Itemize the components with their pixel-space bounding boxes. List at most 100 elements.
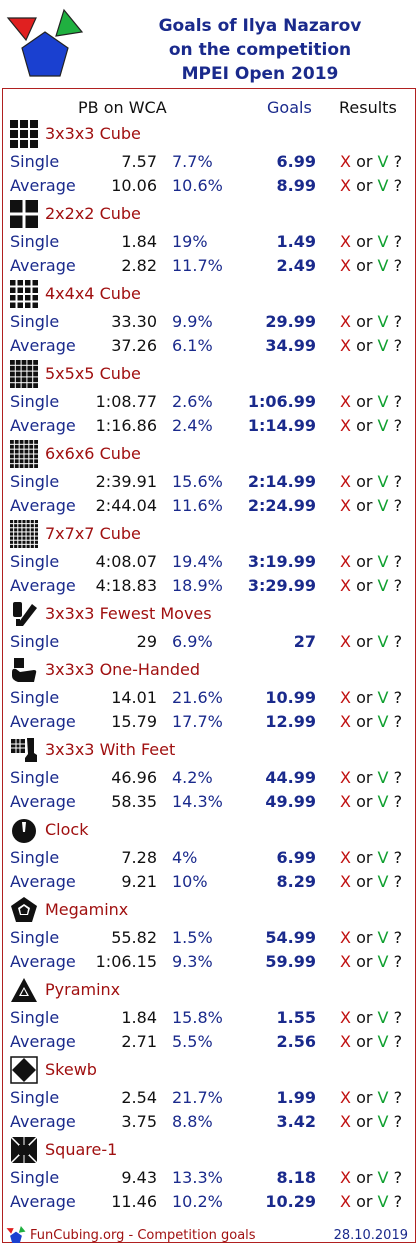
result-question: ? xyxy=(393,1168,403,1187)
row-result: X or V ? xyxy=(340,472,402,491)
result-v-mark: V xyxy=(377,952,389,971)
row-goal: 34.99 xyxy=(265,336,316,355)
result-x-mark: X xyxy=(340,256,351,275)
row-goal: 2:24.99 xyxy=(247,496,316,515)
result-row: Single 4:08.07 19.4% 3:19.99 X or V ? xyxy=(0,550,420,574)
row-goal: 49.99 xyxy=(265,792,316,811)
row-pb: 55.82 xyxy=(111,928,157,947)
row-goal: 1.99 xyxy=(276,1088,316,1107)
result-row: Single 55.82 1.5% 54.99 X or V ? xyxy=(0,926,420,950)
result-v-mark: V xyxy=(377,688,389,707)
result-or: or xyxy=(356,1112,373,1131)
row-percent: 4% xyxy=(172,848,198,867)
event-name: 2x2x2 Cube xyxy=(45,204,141,223)
row-result: X or V ? xyxy=(340,552,402,571)
event-block: Square-1 Single 9.43 13.3% 8.18 X or V ? Avera… xyxy=(0,1134,420,1214)
row-goal: 2.49 xyxy=(276,256,316,275)
row-type: Average xyxy=(10,336,76,355)
event-header: Square-1 xyxy=(0,1134,420,1166)
row-pb: 9.43 xyxy=(121,1168,157,1187)
row-type: Single xyxy=(10,1088,60,1107)
row-pb: 1:08.77 xyxy=(95,392,157,411)
row-goal: 29.99 xyxy=(265,312,316,331)
result-row: Single 14.01 21.6% 10.99 X or V ? xyxy=(0,686,420,710)
row-goal: 8.29 xyxy=(276,872,316,891)
row-type: Average xyxy=(10,576,76,595)
row-goal: 10.29 xyxy=(265,1192,316,1211)
row-percent: 10% xyxy=(172,872,208,891)
result-v-mark: V xyxy=(377,312,389,331)
row-percent: 2.6% xyxy=(172,392,213,411)
row-goal: 44.99 xyxy=(265,768,316,787)
row-result: X or V ? xyxy=(340,336,402,355)
row-percent: 15.6% xyxy=(172,472,223,491)
result-question: ? xyxy=(393,768,403,787)
result-x-mark: X xyxy=(340,552,351,571)
row-goal: 54.99 xyxy=(265,928,316,947)
result-row: Average 37.26 6.1% 34.99 X or V ? xyxy=(0,334,420,358)
result-row: Single 46.96 4.2% 44.99 X or V ? xyxy=(0,766,420,790)
event-header: 6x6x6 Cube xyxy=(0,438,420,470)
event-name: 3x3x3 Cube xyxy=(45,124,141,143)
result-question: ? xyxy=(393,176,403,195)
event-block: Skewb Single 2.54 21.7% 1.99 X or V ? Average 3… xyxy=(0,1054,420,1134)
result-row: Single 29 6.9% 27 X or V ? xyxy=(0,630,420,654)
row-pb: 7.57 xyxy=(121,152,157,171)
row-goal: 8.18 xyxy=(276,1168,316,1187)
result-x-mark: X xyxy=(340,472,351,491)
result-x-mark: X xyxy=(340,176,351,195)
event-name: Square-1 xyxy=(45,1140,118,1159)
event-name: 3x3x3 One-Handed xyxy=(45,660,201,679)
row-goal: 8.99 xyxy=(276,176,316,195)
result-v-mark: V xyxy=(377,496,389,515)
result-v-mark: V xyxy=(377,552,389,571)
result-question: ? xyxy=(393,392,403,411)
result-x-mark: X xyxy=(340,1192,351,1211)
result-x-mark: X xyxy=(340,768,351,787)
result-x-mark: X xyxy=(340,152,351,171)
result-x-mark: X xyxy=(340,1088,351,1107)
row-pb: 2:39.91 xyxy=(95,472,157,491)
result-x-mark: X xyxy=(340,576,351,595)
row-goal: 3.42 xyxy=(276,1112,316,1131)
event-block: Megaminx Single 55.82 1.5% 54.99 X or V ? Aver… xyxy=(0,894,420,974)
row-type: Average xyxy=(10,496,76,515)
result-or: or xyxy=(356,256,373,275)
result-or: or xyxy=(356,1008,373,1027)
row-result: X or V ? xyxy=(340,392,402,411)
result-question: ? xyxy=(393,312,403,331)
row-pb: 2:44.04 xyxy=(95,496,157,515)
event-block: 5x5x5 Cube Single 1:08.77 2.6% 1:06.99 X or V… xyxy=(0,358,420,438)
pyraminx-icon xyxy=(11,978,37,1002)
row-result: X or V ? xyxy=(340,1032,402,1051)
cube-5x5-icon xyxy=(10,360,38,388)
row-percent: 4.2% xyxy=(172,768,213,787)
result-question: ? xyxy=(393,416,403,435)
events-list: 3x3x3 Cube Single 7.57 7.7% 6.99 X or V ? Aver… xyxy=(0,118,420,1214)
result-v-mark: V xyxy=(377,392,389,411)
result-row: Single 1.84 15.8% 1.55 X or V ? xyxy=(0,1006,420,1030)
row-percent: 13.3% xyxy=(172,1168,223,1187)
row-pb: 2.71 xyxy=(121,1032,157,1051)
row-result: X or V ? xyxy=(340,712,402,731)
result-question: ? xyxy=(393,1008,403,1027)
funcubing-logo xyxy=(6,8,84,77)
row-percent: 11.6% xyxy=(172,496,223,515)
result-or: or xyxy=(356,472,373,491)
row-result: X or V ? xyxy=(340,232,402,251)
result-row: Single 1.84 19% 1.49 X or V ? xyxy=(0,230,420,254)
footer-site-label: FunCubing.org - Competition goals xyxy=(30,1228,256,1243)
event-name: 6x6x6 Cube xyxy=(45,444,141,463)
result-question: ? xyxy=(393,952,403,971)
event-header: 4x4x4 Cube xyxy=(0,278,420,310)
footer-date: 28.10.2019 xyxy=(333,1228,408,1243)
title-line-1: Goals of Ilya Nazarov xyxy=(158,16,362,36)
row-result: X or V ? xyxy=(340,688,402,707)
row-result: X or V ? xyxy=(340,952,402,971)
result-x-mark: X xyxy=(340,872,351,891)
result-x-mark: X xyxy=(340,928,351,947)
result-row: Single 2:39.91 15.6% 2:14.99 X or V ? xyxy=(0,470,420,494)
result-v-mark: V xyxy=(377,152,389,171)
row-result: X or V ? xyxy=(340,152,402,171)
row-percent: 1.5% xyxy=(172,928,213,947)
